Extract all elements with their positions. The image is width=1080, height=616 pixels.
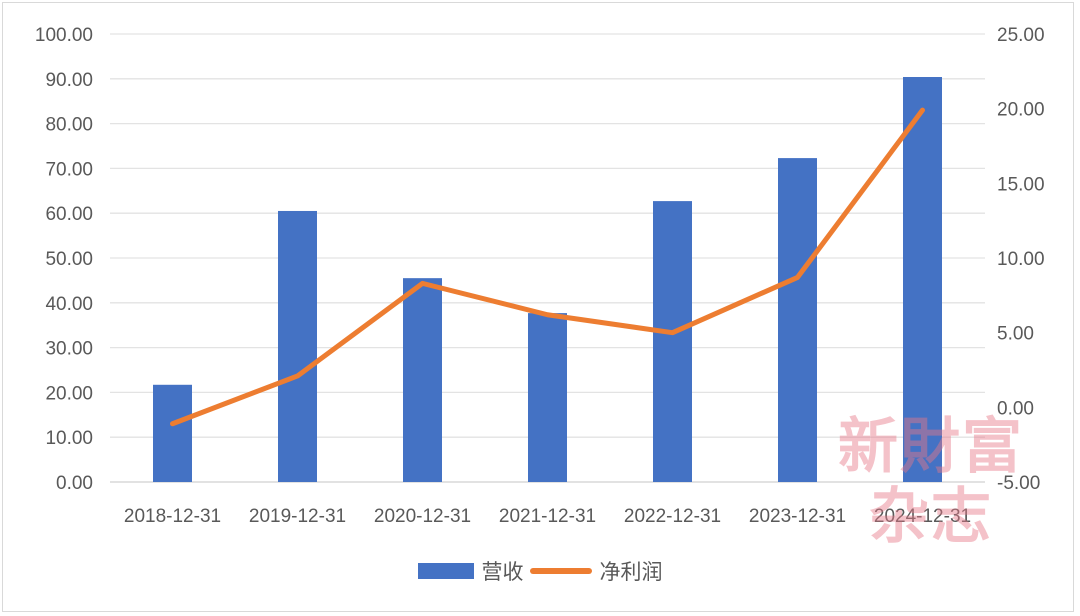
revenue-bars xyxy=(153,77,942,483)
legend-label-revenue: 营收 xyxy=(481,560,524,584)
line-swatch-icon xyxy=(529,568,592,574)
y-tick-label: 80.00 xyxy=(45,115,93,136)
left-y-axis: 0.00 10.00 20.00 30.00 40.00 50.00 60.00 70.00 8… xyxy=(35,25,93,494)
x-tick-label: 2023-12-31 xyxy=(749,506,846,527)
y2-tick-label: 20.00 xyxy=(997,100,1045,121)
revenue-bar[interactable] xyxy=(403,278,442,482)
legend: 营收 净利润 xyxy=(0,556,1080,586)
net-profit-polyline[interactable] xyxy=(170,107,925,427)
bar-swatch-icon xyxy=(417,563,474,579)
x-tick-label: 2021-12-31 xyxy=(499,506,596,527)
revenue-bar[interactable] xyxy=(278,210,317,482)
right-y-axis: -5.00 0.00 5.00 10.00 15.00 20.00 25.00 xyxy=(997,25,1045,494)
y2-tick-label: 15.00 xyxy=(997,174,1045,195)
revenue-bar[interactable] xyxy=(528,313,567,482)
x-tick-label: 2024-12-31 xyxy=(874,506,971,527)
revenue-bar[interactable] xyxy=(153,384,192,482)
y-tick-label: 90.00 xyxy=(45,70,93,91)
y-tick-label: 0.00 xyxy=(56,473,93,494)
x-tick-label: 2020-12-31 xyxy=(374,506,471,527)
x-tick-label: 2022-12-31 xyxy=(624,506,721,527)
legend-label-net-profit: 净利润 xyxy=(599,560,663,584)
revenue-bar[interactable] xyxy=(903,77,942,483)
y-tick-label: 40.00 xyxy=(45,294,93,315)
gridlines xyxy=(110,33,985,483)
y-tick-label: 10.00 xyxy=(45,428,93,449)
revenue-bar[interactable] xyxy=(778,158,817,482)
y2-tick-label: -5.00 xyxy=(997,473,1040,494)
net-profit-line xyxy=(170,107,925,427)
legend-item-revenue[interactable]: 营收 xyxy=(417,556,524,586)
y-tick-label: 100.00 xyxy=(35,25,93,46)
y2-tick-label: 25.00 xyxy=(997,25,1045,46)
y-tick-label: 30.00 xyxy=(45,339,93,360)
x-tick-label: 2019-12-31 xyxy=(249,506,346,527)
y2-tick-label: 5.00 xyxy=(997,324,1034,345)
legend-item-net-profit[interactable]: 净利润 xyxy=(529,556,663,586)
y-tick-label: 70.00 xyxy=(45,159,93,180)
x-tick-label: 2018-12-31 xyxy=(124,506,221,527)
revenue-bar[interactable] xyxy=(653,201,692,482)
y2-tick-label: 0.00 xyxy=(997,398,1034,419)
y-tick-label: 60.00 xyxy=(45,204,93,225)
y2-tick-label: 10.00 xyxy=(997,249,1045,270)
y-tick-label: 50.00 xyxy=(45,249,93,270)
x-axis: 2018-12-31 2019-12-31 2020-12-31 2021-12-31… xyxy=(124,506,971,527)
y-tick-label: 20.00 xyxy=(45,383,93,404)
